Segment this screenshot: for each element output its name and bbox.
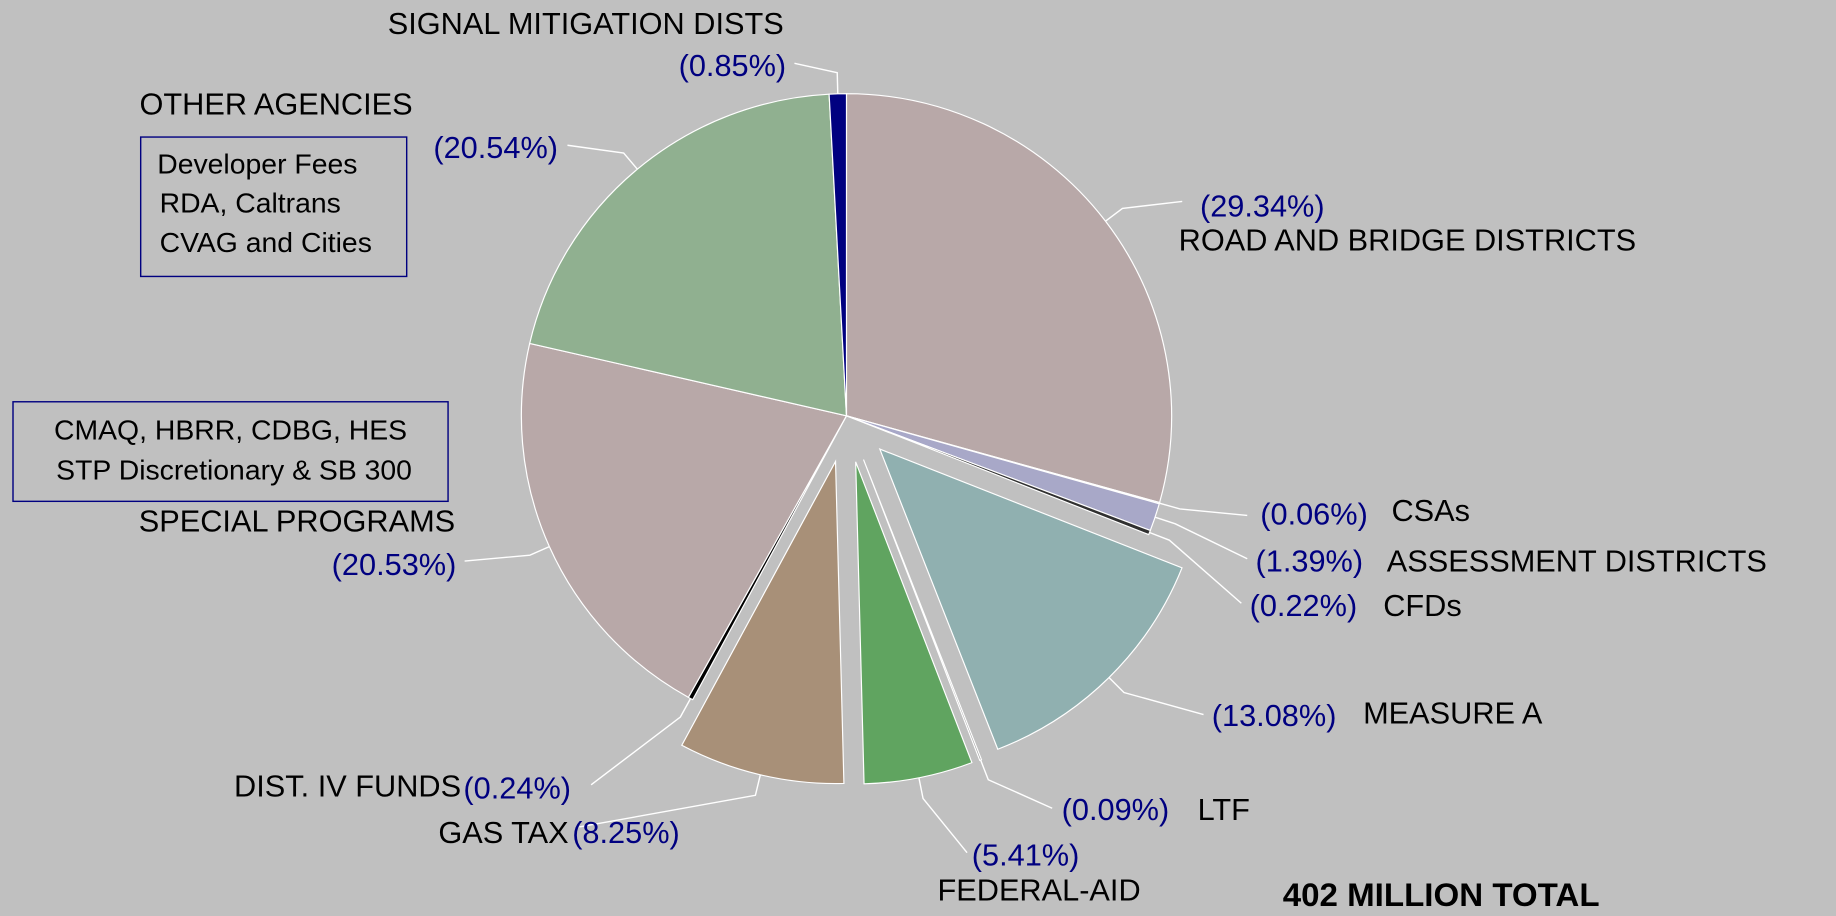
leader-line (1108, 677, 1204, 716)
category-label: ROAD AND BRIDGE DISTRICTS (1179, 224, 1636, 258)
value-label: (0.24%) (463, 772, 571, 806)
category-label: MEASURE A (1363, 697, 1543, 731)
category-label: GAS TAX (438, 816, 568, 850)
value-label: (5.41%) (972, 839, 1080, 873)
value-label: (8.25%) (572, 816, 680, 850)
chart-title: 402 MILLION TOTAL (1283, 876, 1600, 913)
note-box (139, 136, 408, 278)
leader-line (1105, 200, 1183, 222)
pie-slice (855, 461, 973, 785)
category-label: CFDs (1383, 589, 1462, 623)
labels: (29.34%)ROAD AND BRIDGE DISTRICTS (0.06%)… (139, 7, 1767, 908)
leader-line (918, 777, 968, 854)
pie-slice (878, 448, 1183, 750)
category-label: ASSESSMENT DISTRICTS (1387, 545, 1767, 579)
leader-line (979, 759, 1053, 809)
category-label: DIST. IV FUNDS (234, 769, 461, 803)
category-label: OTHER AGENCIES (140, 88, 413, 122)
leader-line (1159, 502, 1248, 517)
category-label: FEDERAL-AID (938, 874, 1141, 908)
category-label: CSAs (1391, 494, 1470, 528)
value-label: (29.34%) (1200, 190, 1325, 224)
pie-slice (528, 93, 848, 417)
note-line: STP Discretionary & SB 300 (56, 454, 412, 486)
note-line: CVAG and Cities (160, 226, 372, 258)
note-box (12, 401, 449, 503)
note-line: CMAQ, HBRR, CDBG, HES (54, 414, 407, 446)
value-label: (20.54%) (433, 131, 558, 165)
value-label: (0.85%) (679, 49, 787, 83)
value-label: (0.09%) (1062, 793, 1170, 827)
pie-slice (520, 342, 848, 699)
category-label: LTF (1198, 793, 1250, 827)
leader-line (579, 774, 762, 828)
value-label: (0.22%) (1250, 589, 1358, 623)
category-label: SIGNAL MITIGATION DISTS (388, 7, 784, 41)
leader-line (590, 698, 692, 786)
pie-slice (680, 459, 845, 785)
value-label: (0.06%) (1260, 498, 1368, 532)
leader-line (567, 144, 638, 170)
value-label: (1.39%) (1256, 545, 1364, 579)
leader-line (464, 545, 550, 562)
note-line: Developer Fees (157, 148, 357, 180)
leader-line (794, 62, 839, 94)
category-label: SPECIAL PROGRAMS (139, 505, 455, 539)
note-line: RDA, Caltrans (160, 187, 341, 219)
pie (520, 93, 1183, 785)
value-label: (13.08%) (1212, 699, 1337, 733)
leader-line (1154, 516, 1248, 560)
value-label: (20.53%) (332, 548, 457, 582)
leader-line (1149, 531, 1242, 604)
